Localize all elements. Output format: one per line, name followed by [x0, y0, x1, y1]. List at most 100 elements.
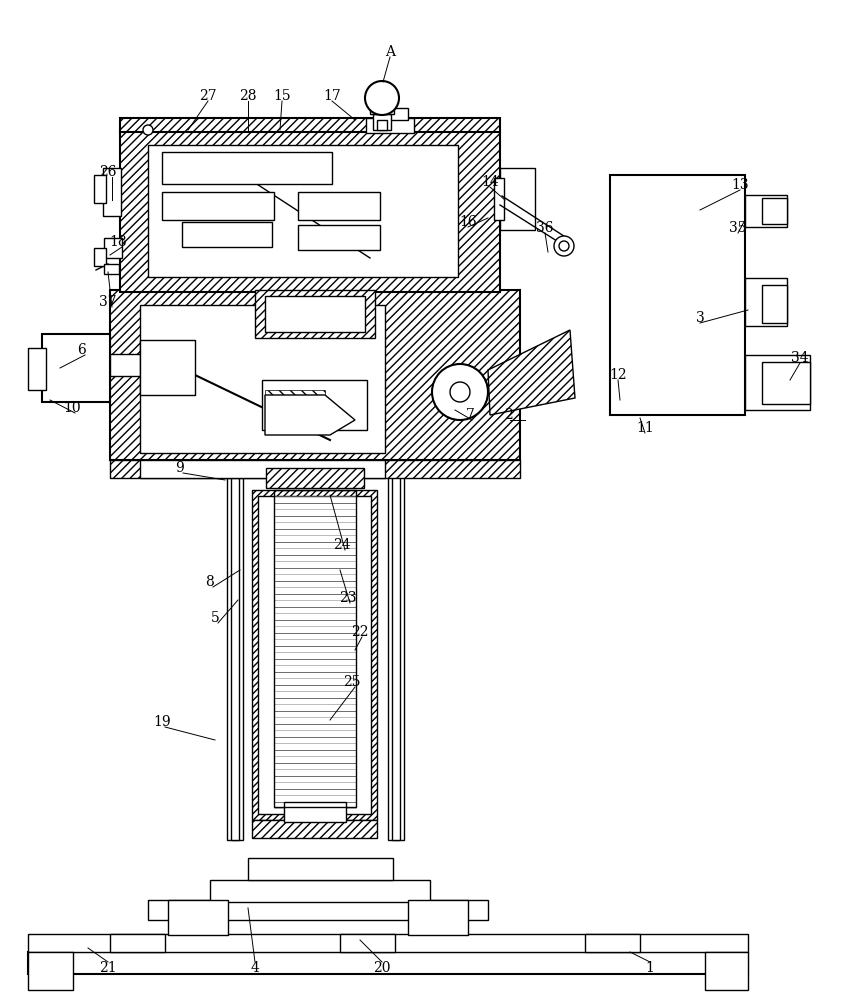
Bar: [761, 198, 786, 224]
Text: 6: 6: [77, 343, 86, 357]
Text: 37: 37: [99, 295, 117, 309]
Text: 27: 27: [199, 89, 217, 103]
Text: 25: 25: [343, 675, 361, 689]
Text: 36: 36: [536, 221, 553, 235]
Bar: [704, 952, 747, 990]
Bar: [28, 934, 747, 952]
Bar: [110, 934, 164, 952]
Bar: [376, 120, 387, 130]
Bar: [499, 168, 535, 230]
Polygon shape: [264, 395, 355, 435]
Bar: [392, 458, 400, 840]
Bar: [94, 175, 106, 203]
Bar: [264, 296, 364, 332]
Text: 35: 35: [728, 221, 746, 235]
Text: 11: 11: [635, 421, 653, 435]
Text: A: A: [385, 45, 394, 59]
Text: 5: 5: [210, 611, 219, 625]
Bar: [148, 900, 487, 920]
Text: 8: 8: [206, 575, 214, 589]
Text: 18: 18: [109, 235, 127, 249]
Bar: [761, 285, 786, 323]
Bar: [94, 248, 106, 266]
Bar: [744, 355, 809, 410]
Bar: [298, 225, 380, 250]
Bar: [162, 152, 331, 184]
Text: 14: 14: [480, 175, 499, 189]
Text: 7: 7: [465, 408, 474, 422]
Bar: [274, 490, 356, 807]
Text: 20: 20: [373, 961, 390, 975]
Text: 23: 23: [339, 591, 356, 605]
Bar: [139, 340, 195, 395]
Circle shape: [431, 364, 487, 420]
Text: 26: 26: [99, 165, 116, 179]
Bar: [366, 118, 413, 133]
Bar: [104, 264, 119, 274]
Bar: [380, 108, 407, 120]
Bar: [231, 458, 238, 840]
Bar: [585, 934, 639, 952]
Bar: [264, 390, 325, 425]
Text: 24: 24: [333, 538, 350, 552]
Circle shape: [558, 241, 568, 251]
Text: 13: 13: [730, 178, 748, 192]
Bar: [373, 114, 391, 130]
Text: 22: 22: [350, 625, 369, 639]
Bar: [251, 490, 376, 820]
Bar: [266, 468, 363, 488]
Text: 28: 28: [239, 89, 257, 103]
Bar: [120, 130, 499, 292]
Bar: [257, 496, 370, 814]
Text: 4: 4: [251, 961, 259, 975]
Text: 16: 16: [459, 215, 476, 229]
Circle shape: [449, 382, 469, 402]
Bar: [28, 952, 73, 990]
Bar: [110, 354, 139, 376]
Text: 19: 19: [153, 715, 170, 729]
Bar: [255, 290, 375, 338]
Text: 9: 9: [176, 461, 184, 475]
Bar: [168, 900, 228, 935]
Bar: [387, 458, 404, 840]
Bar: [110, 460, 519, 478]
Bar: [251, 820, 376, 838]
Bar: [610, 175, 744, 415]
Bar: [262, 380, 367, 430]
Bar: [369, 106, 393, 114]
Bar: [28, 952, 747, 974]
Text: 2: 2: [503, 408, 511, 422]
Bar: [283, 802, 345, 822]
Bar: [42, 334, 110, 402]
Bar: [162, 192, 274, 220]
Bar: [120, 118, 499, 132]
Polygon shape: [487, 330, 574, 415]
Bar: [110, 290, 519, 460]
Bar: [226, 458, 243, 840]
Text: 1: 1: [645, 961, 653, 975]
Text: 12: 12: [609, 368, 626, 382]
Bar: [744, 195, 786, 227]
Circle shape: [143, 125, 152, 135]
Circle shape: [364, 81, 399, 115]
Bar: [493, 178, 504, 220]
Text: 10: 10: [63, 401, 81, 415]
Bar: [139, 305, 385, 453]
Bar: [182, 222, 272, 247]
Text: 15: 15: [273, 89, 290, 103]
Text: 17: 17: [323, 89, 340, 103]
Text: 34: 34: [790, 351, 808, 365]
Bar: [248, 858, 393, 880]
Bar: [761, 362, 809, 404]
Bar: [339, 934, 394, 952]
Circle shape: [554, 236, 573, 256]
Bar: [298, 192, 380, 220]
Bar: [102, 168, 121, 216]
Bar: [148, 145, 457, 277]
Bar: [28, 348, 46, 390]
Text: 3: 3: [695, 311, 703, 325]
Bar: [210, 880, 430, 902]
Bar: [104, 238, 122, 258]
Bar: [139, 460, 385, 478]
Bar: [407, 900, 468, 935]
